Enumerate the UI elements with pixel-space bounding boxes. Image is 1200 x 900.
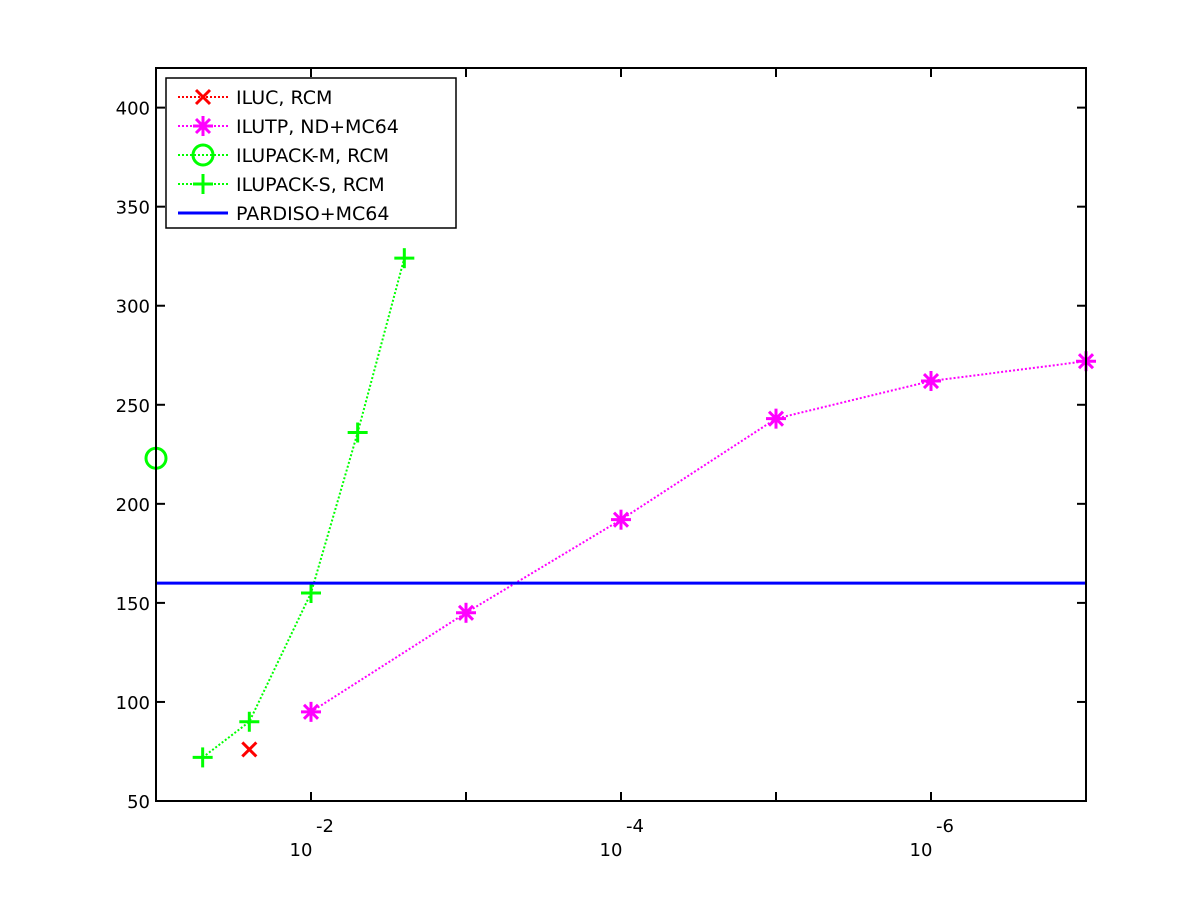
- y-tick-label-1: 100: [116, 693, 150, 714]
- legend-label-4: PARDISO+MC64: [236, 203, 389, 225]
- series-3-point-0: [192, 747, 213, 768]
- x-tick-label-exponent-1: -4: [626, 816, 644, 837]
- legend: ILUC, RCM ILUTP, ND+MC64 ILUPACK-M, RCM ILU…: [165, 77, 457, 229]
- legend-label-2: ILUPACK-M, RCM: [236, 145, 389, 167]
- y-tick-label-5: 300: [116, 297, 150, 318]
- y-tick-label-6: 350: [116, 198, 150, 219]
- series-1-point-2: [611, 509, 631, 530]
- series-1: [301, 351, 1096, 722]
- legend-label-3: ILUPACK-S, RCM: [236, 174, 385, 196]
- series-3-point-2: [301, 582, 321, 603]
- legend-marker-3: [193, 174, 213, 194]
- legend-box: [165, 77, 457, 229]
- legend-label-1: ILUTP, ND+MC64: [236, 116, 399, 138]
- legend-item-1: ILUTP, ND+MC64: [178, 116, 399, 138]
- x-tick-label-exponent-2: -6: [936, 816, 954, 837]
- legend-marker-2: [191, 143, 215, 167]
- y-tick-label-4: 250: [116, 396, 150, 417]
- x-tick-label-base-1: 10: [600, 840, 623, 861]
- x-tick-label-base-2: 10: [910, 840, 933, 861]
- y-tick-label-7: 400: [116, 99, 150, 120]
- legend-item-0: ILUC, RCM: [178, 87, 332, 109]
- series-3-point-4: [394, 248, 415, 269]
- legend-marker-0: [194, 88, 212, 106]
- series-3: [192, 248, 415, 768]
- y-tick-label-2: 150: [116, 594, 150, 615]
- series-0: [241, 741, 258, 758]
- series-1-point-0: [301, 701, 321, 722]
- y-tick-label-3: 200: [116, 495, 150, 516]
- legend-item-2: ILUPACK-M, RCM: [178, 143, 389, 167]
- x-tick-label-base-0: 10: [290, 840, 313, 861]
- series-3-point-3: [347, 422, 368, 443]
- x-tick-label-exponent-0: -2: [316, 816, 334, 837]
- legend-label-0: ILUC, RCM: [236, 87, 332, 109]
- series-3-point-1: [239, 711, 260, 732]
- series-0-point-0: [241, 741, 258, 758]
- legend-marker-1: [193, 116, 213, 136]
- series-1-point-4: [921, 371, 941, 392]
- y-tick-label-0: 50: [127, 792, 150, 813]
- series-1-point-1: [456, 602, 476, 623]
- series-1-line: [310, 360, 1087, 713]
- legend-item-3: ILUPACK-S, RCM: [178, 174, 385, 196]
- legend-item-4: PARDISO+MC64: [178, 203, 389, 225]
- series-layer: [144, 248, 1096, 768]
- series-1-point-3: [766, 408, 786, 429]
